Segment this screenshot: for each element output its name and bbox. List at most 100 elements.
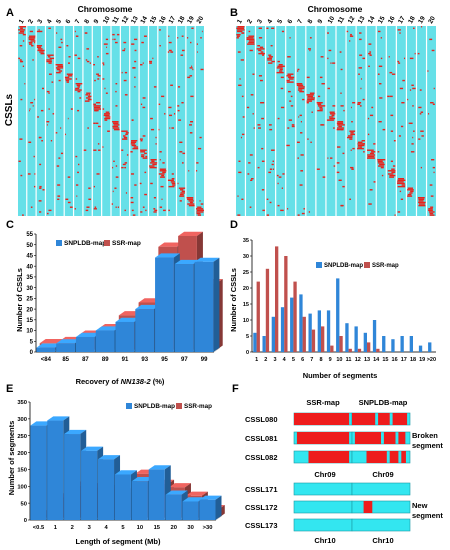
introgression-segment xyxy=(306,100,312,102)
introgression-segment xyxy=(140,64,143,66)
introgression-segment xyxy=(95,109,99,112)
chromosome-column xyxy=(130,26,139,216)
introgression-segment xyxy=(86,60,90,63)
introgression-segment xyxy=(236,27,245,30)
introgression-segment xyxy=(412,105,414,107)
introgression-segment xyxy=(287,208,289,210)
introgression-segment xyxy=(267,59,272,61)
panel-label-d: D xyxy=(230,219,238,231)
introgression-segment xyxy=(144,171,147,174)
introgression-segment xyxy=(262,209,265,212)
introgression-segment xyxy=(124,162,128,164)
x-tick-label: 10 xyxy=(137,525,143,531)
x-tick-label: 5 xyxy=(55,18,63,25)
introgression-segment xyxy=(361,78,362,80)
introgression-segment xyxy=(46,59,52,61)
introgression-segment xyxy=(149,62,152,64)
introgression-segment xyxy=(191,65,193,68)
introgression-segment xyxy=(359,105,362,107)
introgression-segment xyxy=(409,89,412,91)
introgression-segment xyxy=(152,163,157,166)
introgression-segment xyxy=(78,163,80,166)
introgression-segment xyxy=(122,163,126,166)
introgression-segment xyxy=(24,83,26,85)
introgression-segment xyxy=(159,29,161,31)
introgression-segment xyxy=(67,176,71,178)
f-note: Broken xyxy=(412,431,438,440)
introgression-segment xyxy=(398,178,405,180)
introgression-segment xyxy=(309,92,315,94)
introgression-segment xyxy=(387,173,394,175)
bar xyxy=(391,339,395,352)
chromosome-column xyxy=(366,26,376,216)
x-tick-label: 85 xyxy=(62,357,69,363)
introgression-segment xyxy=(112,190,114,193)
y-tick-label: 15 xyxy=(26,318,33,324)
introgression-segment xyxy=(421,26,423,28)
bar xyxy=(114,474,131,520)
f-row-label: CSSL172 xyxy=(245,503,278,512)
x-tick-label: 3 xyxy=(256,18,264,25)
bar-top xyxy=(155,253,180,258)
chromosome-bar xyxy=(351,518,411,532)
x-tick-label: 17 xyxy=(401,357,407,363)
introgression-segment xyxy=(350,132,354,134)
introgression-segment xyxy=(178,187,186,189)
x-tick-label: 1 xyxy=(255,357,258,363)
introgression-segment xyxy=(181,190,185,193)
introgression-segment xyxy=(268,62,273,64)
introgression-segment xyxy=(125,132,129,134)
introgression-segment xyxy=(64,76,70,79)
bar xyxy=(262,336,266,352)
introgression-segment xyxy=(188,204,195,207)
introgression-segment xyxy=(242,116,245,118)
introgression-segment xyxy=(46,124,48,126)
x-tick-label: 4 xyxy=(46,18,54,25)
introgression-segment xyxy=(412,136,414,139)
introgression-segment xyxy=(150,162,158,164)
introgression-segment xyxy=(179,195,185,197)
introgression-segment xyxy=(411,143,414,145)
introgression-segment xyxy=(105,116,111,118)
introgression-segment xyxy=(189,124,193,126)
introgression-segment xyxy=(132,214,136,216)
chromosome-column xyxy=(286,26,296,216)
legend-swatch xyxy=(126,403,132,409)
introgression-segment xyxy=(93,103,97,106)
introgression-segment xyxy=(377,30,381,33)
introgression-segment xyxy=(266,214,270,216)
x-tick-label: 8 xyxy=(83,18,91,25)
introgression-segment xyxy=(192,68,194,71)
x-tick-label: 2 xyxy=(246,18,254,25)
introgression-segment xyxy=(276,174,279,177)
x-tick-label: 16 xyxy=(387,15,397,25)
bar xyxy=(155,257,174,352)
introgression-segment xyxy=(160,176,165,178)
introgression-segment xyxy=(258,75,263,77)
chromosome-bar xyxy=(293,482,353,496)
introgression-segment xyxy=(18,29,26,31)
introgression-segment xyxy=(130,201,134,204)
introgression-segment xyxy=(431,49,435,52)
heatmap-a: 1 2 3 4 5 6 7 8 9 10 11 12 13 14 15 16 17 18 19 20 xyxy=(18,15,205,216)
introgression-segment xyxy=(261,117,264,120)
introgression-segment xyxy=(22,214,24,216)
introgression-segment xyxy=(159,159,161,161)
introgression-segment xyxy=(85,94,89,96)
introgression-segment xyxy=(196,162,199,164)
introgression-segment xyxy=(407,193,412,196)
x-tick-label: 30 xyxy=(187,525,193,531)
introgression-segment xyxy=(258,37,263,39)
introgression-segment xyxy=(130,173,135,175)
heatmap-frame xyxy=(236,26,436,216)
introgression-segment xyxy=(86,97,91,99)
introgression-segment xyxy=(48,209,52,212)
f-chr-label: Chr09 xyxy=(314,470,335,479)
y-tick-label: 0 xyxy=(24,518,27,524)
introgression-segment xyxy=(290,95,293,98)
x-tick-label: 93 xyxy=(141,357,148,363)
bar xyxy=(409,336,413,352)
introgression-segment xyxy=(338,179,342,182)
bar xyxy=(148,469,165,520)
y-tick-label: 50 xyxy=(21,501,27,507)
